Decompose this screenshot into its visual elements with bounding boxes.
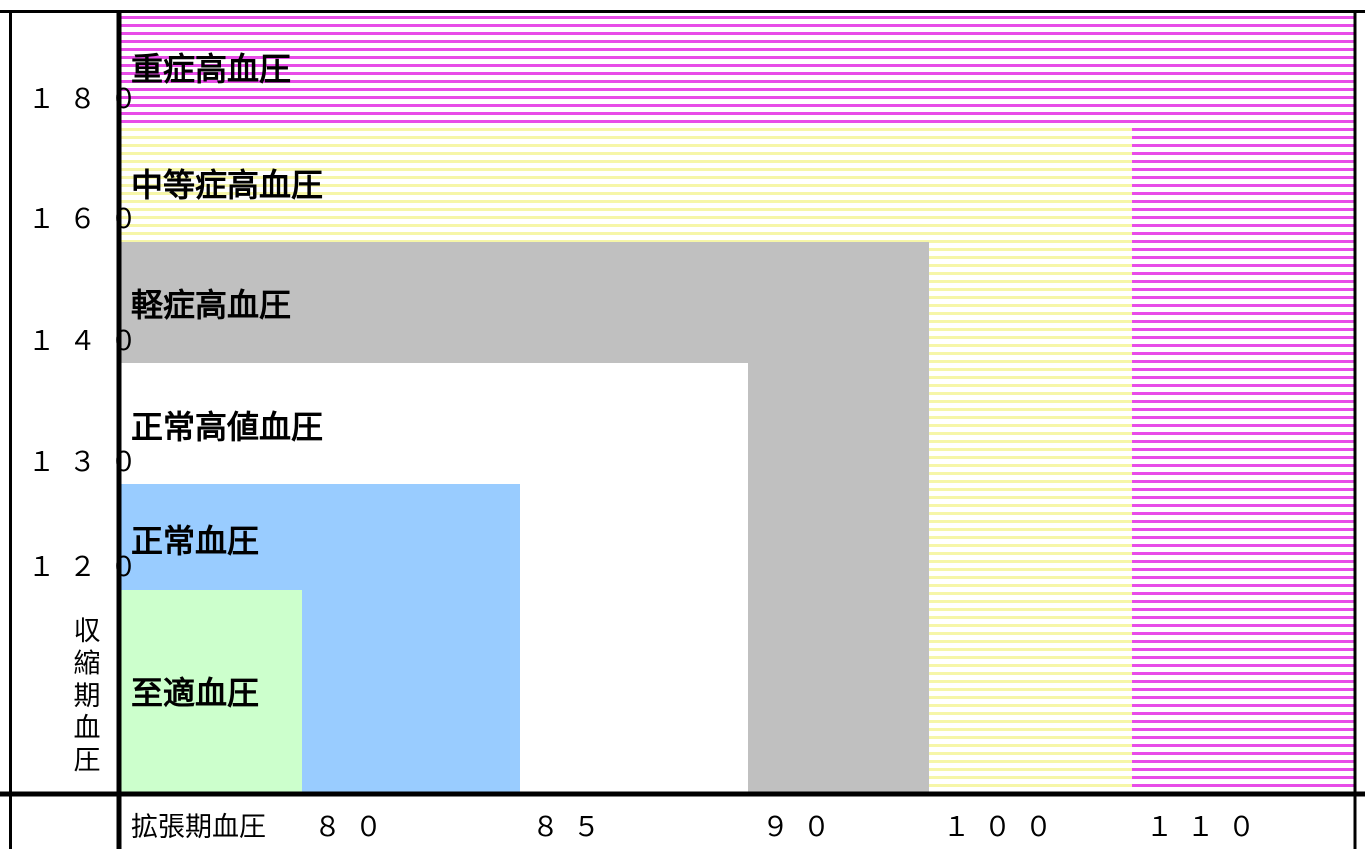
y-axis-label-char: 期 bbox=[74, 681, 101, 712]
x-tick-90: ９０ bbox=[762, 812, 844, 843]
x-axis-label: 拡張期血圧 bbox=[131, 812, 266, 843]
y-axis-label: 収縮期血圧 bbox=[74, 616, 101, 777]
chart-frame bbox=[0, 10, 1365, 849]
y-axis-label-char: 収 bbox=[74, 616, 101, 647]
y-tick-140: １４０ bbox=[28, 326, 151, 357]
label-mild-hypertension: 軽症高血圧 bbox=[131, 286, 291, 324]
y-tick-160: １６０ bbox=[28, 204, 151, 235]
x-axis-ticks: ８０ ８５ ９０ １００ １１０ bbox=[314, 812, 1269, 843]
y-axis-label-char: 縮 bbox=[74, 648, 101, 679]
y-tick-180: １８０ bbox=[28, 84, 151, 115]
category-regions bbox=[121, 12, 1354, 792]
y-axis-label-char: 圧 bbox=[74, 746, 101, 777]
label-high-normal: 正常高値血圧 bbox=[131, 408, 323, 446]
region-optimal bbox=[121, 590, 302, 792]
label-normal: 正常血圧 bbox=[131, 522, 259, 560]
x-tick-80: ８０ bbox=[314, 812, 396, 843]
x-tick-85: ８５ bbox=[532, 812, 614, 843]
region-severe-hypertension-end bbox=[1342, 12, 1354, 792]
label-moderate-hypertension: 中等症高血圧 bbox=[131, 166, 323, 204]
category-labels: 重症高血圧 中等症高血圧 軽症高血圧 正常高値血圧 正常血圧 至適血圧 bbox=[131, 50, 323, 712]
x-tick-100: １００ bbox=[943, 812, 1066, 843]
label-severe-hypertension: 重症高血圧 bbox=[131, 50, 291, 88]
y-axis-label-char: 血 bbox=[74, 713, 101, 744]
x-tick-110: １１０ bbox=[1146, 812, 1269, 843]
label-optimal: 至適血圧 bbox=[131, 674, 259, 712]
y-tick-120: １２０ bbox=[28, 552, 151, 583]
y-tick-130: １３０ bbox=[28, 447, 151, 478]
y-axis-ticks: １８０ １６０ １４０ １３０ １２０ bbox=[28, 84, 151, 583]
